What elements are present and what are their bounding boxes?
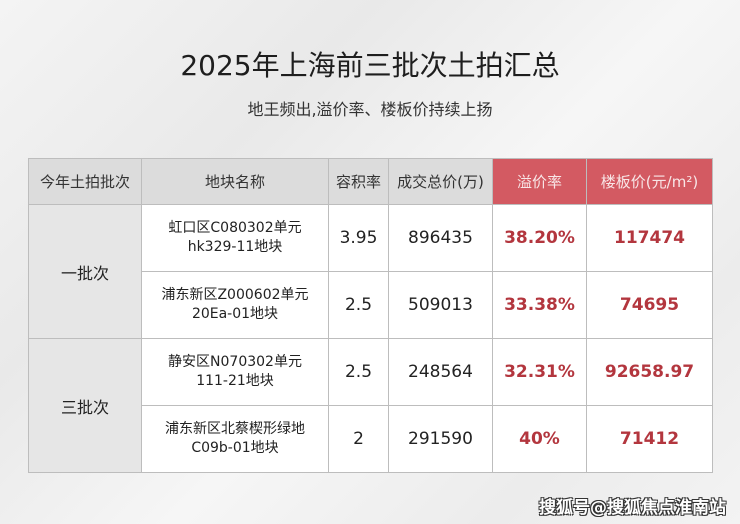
plot-name-line1: 虹口区C080302单元	[168, 220, 302, 236]
batch-label: 三批次	[28, 338, 142, 473]
table-row: 一批次 虹口区C080302单元 hk329-11地块 3.95 896435 3…	[28, 204, 713, 339]
far: 2	[328, 405, 389, 473]
premium-rate: 40%	[492, 405, 587, 473]
floor-price: 74695	[586, 271, 713, 339]
header-far: 容积率	[328, 158, 389, 205]
watermark: 搜狐号@搜狐焦点淮南站	[539, 498, 726, 518]
header-total: 成交总价(万)	[388, 158, 493, 205]
far: 3.95	[328, 204, 389, 272]
header-name: 地块名称	[141, 158, 329, 205]
land-auction-table: 今年土拍批次 地块名称 容积率 成交总价(万) 溢价率 楼板价(元/m²) 一批…	[28, 158, 713, 473]
floor-price: 92658.97	[586, 338, 713, 406]
far: 2.5	[328, 271, 389, 339]
table-header: 今年土拍批次 地块名称 容积率 成交总价(万) 溢价率 楼板价(元/m²)	[28, 158, 713, 205]
plot-name: 浦东新区Z000602单元 20Ea-01地块	[141, 271, 329, 339]
premium-rate: 38.20%	[492, 204, 587, 272]
header-premium: 溢价率	[492, 158, 587, 205]
total-price: 509013	[388, 271, 493, 339]
total-price: 291590	[388, 405, 493, 473]
table-row: 浦东新区北蔡楔形绿地 C09b-01地块 2 291590 40% 71412	[29, 405, 713, 473]
floor-price: 71412	[586, 405, 713, 473]
batch-label: 一批次	[28, 204, 142, 339]
table-row: 浦东新区Z000602单元 20Ea-01地块 2.5 509013 33.38%…	[29, 271, 713, 339]
total-price: 896435	[388, 204, 493, 272]
plot-name-line2: 20Ea-01地块	[191, 306, 279, 322]
far: 2.5	[328, 338, 389, 406]
premium-rate: 32.31%	[492, 338, 587, 406]
page-subtitle: 地王频出,溢价率、楼板价持续上扬	[247, 100, 493, 119]
floor-price: 117474	[586, 204, 713, 272]
plot-name-line1: 浦东新区Z000602单元	[161, 287, 309, 303]
plot-name-line2: 111-21地块	[196, 373, 274, 389]
total-price: 248564	[388, 338, 493, 406]
premium-rate: 33.38%	[492, 271, 587, 339]
page-title: 2025年上海前三批次土拍汇总	[180, 49, 560, 82]
table-row: 三批次 静安区N070302单元 111-21地块 2.5 248564 32.3…	[28, 338, 713, 473]
plot-name-line1: 静安区N070302单元	[168, 354, 302, 370]
plot-name-line2: hk329-11地块	[187, 239, 283, 255]
header-batch: 今年土拍批次	[28, 158, 142, 205]
plot-name-line2: C09b-01地块	[191, 440, 279, 456]
plot-name: 浦东新区北蔡楔形绿地 C09b-01地块	[141, 405, 329, 473]
plot-name-line1: 浦东新区北蔡楔形绿地	[165, 421, 305, 437]
plot-name: 静安区N070302单元 111-21地块	[141, 338, 329, 406]
plot-name: 虹口区C080302单元 hk329-11地块	[141, 204, 329, 272]
header-floor-price: 楼板价(元/m²)	[586, 158, 713, 205]
